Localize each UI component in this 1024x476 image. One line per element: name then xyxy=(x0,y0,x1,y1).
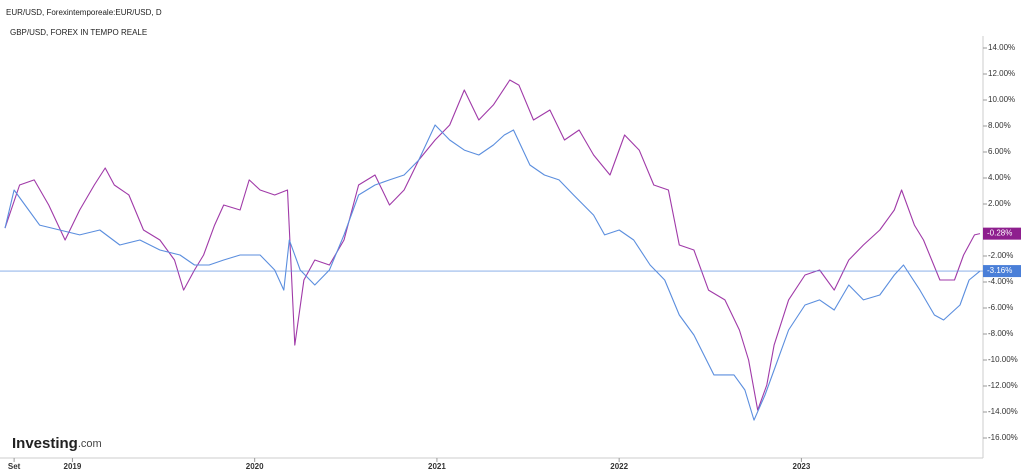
end-label: -0.28% xyxy=(987,229,1012,238)
chart-title: EUR/USD, Forexintemporeale:EUR/USD, D xyxy=(6,8,162,17)
brand-suffix: .com xyxy=(78,438,102,450)
y-tick-label: 6.00% xyxy=(988,147,1011,156)
y-tick-label: -2.00% xyxy=(988,251,1013,260)
y-tick-label: 10.00% xyxy=(988,95,1015,104)
x-tick-label: 2022 xyxy=(610,462,628,471)
series-line xyxy=(4,79,981,411)
y-tick-label: 2.00% xyxy=(988,199,1011,208)
y-tick-label: 12.00% xyxy=(988,69,1015,78)
end-label: -3.16% xyxy=(987,266,1012,275)
y-tick-label: 14.00% xyxy=(988,43,1015,52)
y-tick-label: -16.00% xyxy=(988,433,1018,442)
x-tick-label: 2021 xyxy=(428,462,446,471)
y-tick-label: -14.00% xyxy=(988,407,1018,416)
y-tick-label: -4.00% xyxy=(988,277,1013,286)
watermark: Investing.com xyxy=(12,435,102,452)
y-tick-label: 4.00% xyxy=(988,173,1011,182)
x-tick-label: Set xyxy=(8,462,21,471)
series-line xyxy=(4,124,981,421)
y-tick-label: -10.00% xyxy=(988,355,1018,364)
x-tick-label: 2019 xyxy=(64,462,82,471)
y-tick-label: 8.00% xyxy=(988,121,1011,130)
end-label-box xyxy=(983,265,1021,278)
y-tick-label: -6.00% xyxy=(988,303,1013,312)
chart-subtitle: GBP/USD, FOREX IN TEMPO REALE xyxy=(10,28,147,37)
y-tick-label: -12.00% xyxy=(988,381,1018,390)
brand: Investing xyxy=(12,435,78,452)
x-tick-label: 2020 xyxy=(246,462,264,471)
end-label-box xyxy=(983,227,1021,240)
y-tick-label: -8.00% xyxy=(988,329,1013,338)
x-tick-label: 2023 xyxy=(793,462,811,471)
